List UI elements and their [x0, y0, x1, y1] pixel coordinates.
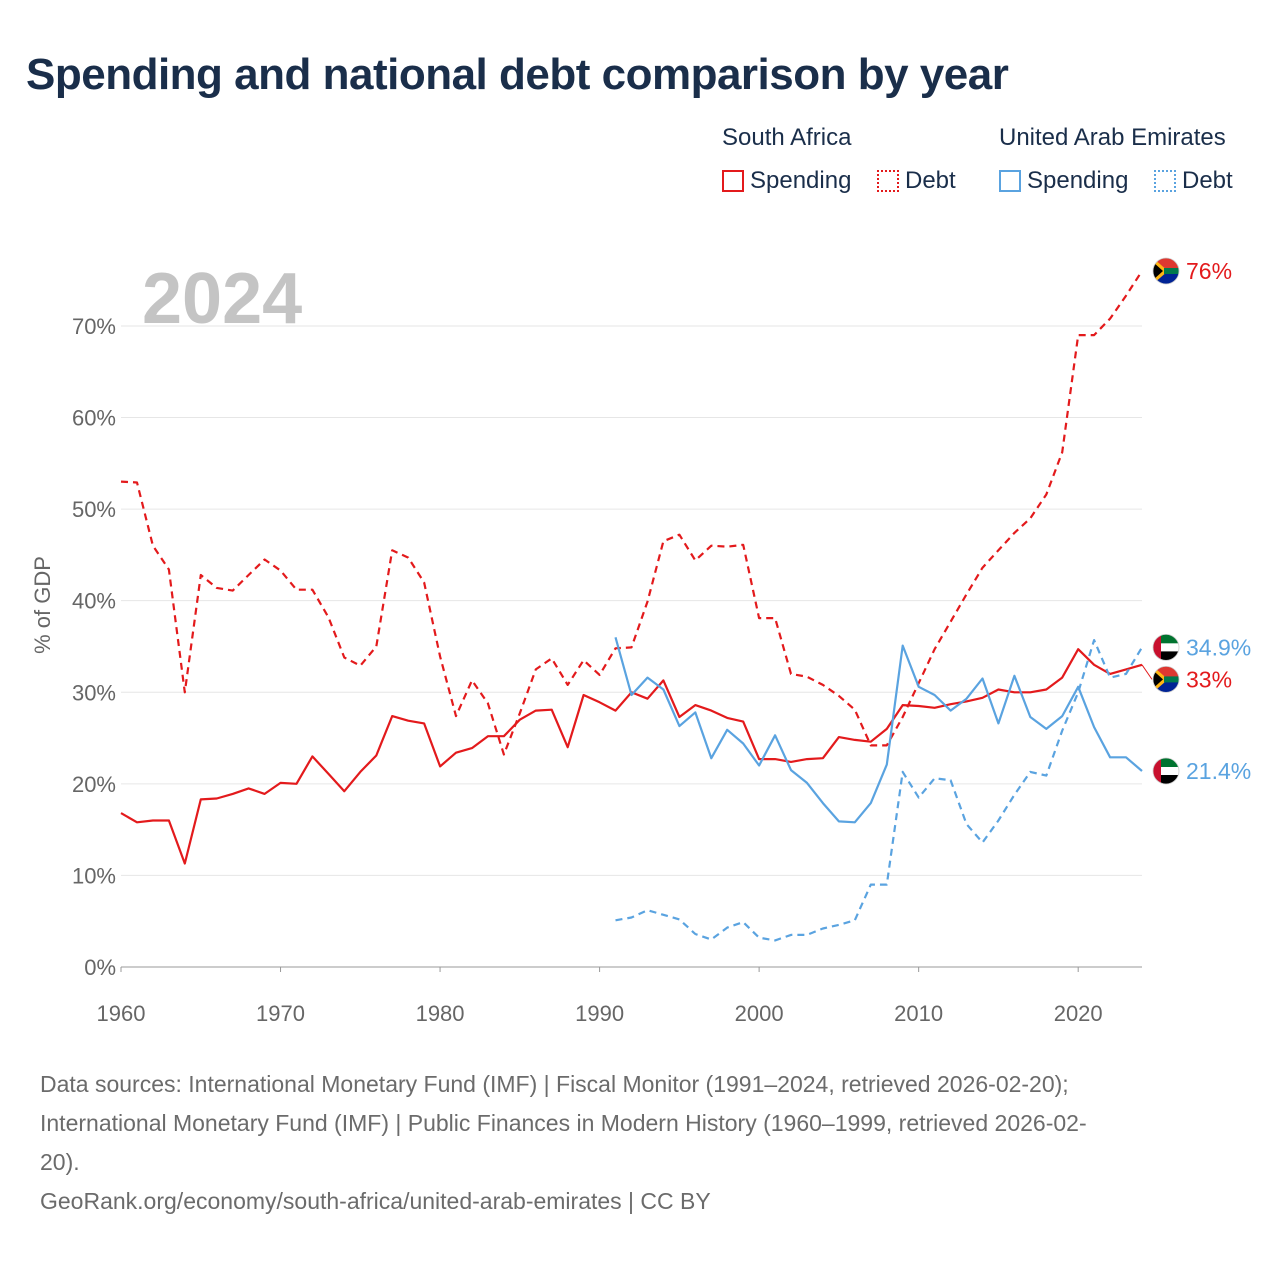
x-tick-label: 1990 [575, 1001, 624, 1026]
legend-label: Debt [905, 167, 956, 194]
footer-credit[interactable]: GeoRank.org/economy/south-africa/united-… [40, 1188, 711, 1214]
legend-group-south-africa: South Africa [722, 124, 852, 151]
flag-clip [1153, 758, 1179, 784]
legend-item-uae-debt[interactable]: Debt [1154, 166, 1233, 196]
y-tick-label: 60% [72, 406, 116, 431]
legend-item-uae-spending[interactable]: Spending [999, 166, 1128, 196]
legend-item-south-africa-spending[interactable]: Spending [722, 166, 851, 196]
south-africa-flag-icon [1152, 257, 1180, 285]
flag-triangle-black [1153, 670, 1163, 689]
flag-band-black [1153, 651, 1179, 661]
south-africa-flag-icon [1152, 666, 1180, 693]
uae-flag-icon [1152, 757, 1180, 785]
series-line-united-arab-emirates-debt [615, 638, 1143, 942]
x-tick-label: 1960 [97, 1001, 146, 1026]
footer-sources-line1: Data sources: International Monetary Fun… [40, 1071, 1069, 1097]
series-line-united-arab-emirates-spending [614, 637, 1143, 824]
x-tick-label: 2010 [894, 1001, 943, 1026]
y-tick-label: 10% [72, 863, 116, 888]
flag-clip [1153, 634, 1179, 661]
end-markers: 76% 34.9% 33% 21.4% [1141, 257, 1251, 785]
x-tick-label: 1980 [416, 1001, 465, 1026]
y-tick-label: 0% [84, 955, 116, 980]
y-tick-label: 20% [72, 772, 116, 797]
flag-ring [1152, 634, 1180, 661]
flag-band-white [1153, 767, 1179, 775]
flag-ring [1152, 757, 1180, 785]
legend-label: Spending [1027, 167, 1129, 194]
end-value-label: 34.9% [1186, 634, 1251, 660]
flag-band-black [1153, 775, 1179, 784]
y-tick-label: 70% [72, 314, 116, 339]
legend-swatch-dotted [1154, 170, 1176, 192]
x-tick-label: 2000 [735, 1001, 784, 1026]
x-tick-label: 2020 [1054, 1001, 1103, 1026]
x-axis: 1960 1970 1980 1990 2000 2010 2020 [97, 967, 1103, 1026]
end-value-label: 76% [1186, 258, 1232, 284]
chart-title: Spending and national debt comparison by… [26, 50, 1009, 99]
chart-area: 0% 10% 20% 30% 40% 50% 60% 70% 1960 1970 1980 1990… [30, 257, 1251, 1026]
footer-sources-line2: International Monetary Fund (IMF) | Publ… [40, 1110, 1087, 1136]
y-tick-label: 40% [72, 589, 116, 614]
flag-band-white [1153, 643, 1179, 652]
legend-label: Debt [1182, 167, 1233, 194]
uae-flag-icon [1152, 634, 1180, 661]
y-axis-label: % of GDP [30, 556, 55, 654]
end-value-label: 33% [1186, 666, 1232, 692]
flag-band-green [1153, 758, 1179, 767]
legend-swatch-dotted [877, 170, 899, 192]
year-overlay: 2024 [142, 259, 302, 339]
series-line-south-africa-debt [120, 270, 1143, 756]
flag-band-green [1164, 268, 1179, 274]
flag-clip [1153, 258, 1179, 284]
legend-label: Spending [750, 167, 852, 194]
flag-band-red [1153, 758, 1161, 784]
flag-band-green [1153, 634, 1179, 644]
flag-clip [1153, 666, 1179, 693]
series-line-south-africa-spending [120, 648, 1143, 865]
end-connector [1141, 664, 1153, 680]
flag-ring [1152, 666, 1180, 693]
footer-sources-line3: 20). [40, 1149, 80, 1175]
y-tick-label: 30% [72, 680, 116, 705]
flag-ring [1152, 257, 1180, 285]
flag-band-red [1153, 634, 1161, 661]
flag-triangle-black [1153, 262, 1163, 280]
legend-swatch-solid [722, 170, 744, 192]
x-tick-label: 1970 [256, 1001, 305, 1026]
y-tick-label: 50% [72, 497, 116, 522]
legend-swatch-solid [999, 170, 1021, 192]
series-lines [120, 270, 1143, 942]
y-axis: 0% 10% 20% 30% 40% 50% 60% 70% [72, 314, 116, 980]
flag-band-green [1164, 676, 1179, 683]
end-value-label: 21.4% [1186, 758, 1251, 784]
legend-group-uae: United Arab Emirates [999, 124, 1226, 151]
legend-item-south-africa-debt[interactable]: Debt [877, 166, 956, 196]
